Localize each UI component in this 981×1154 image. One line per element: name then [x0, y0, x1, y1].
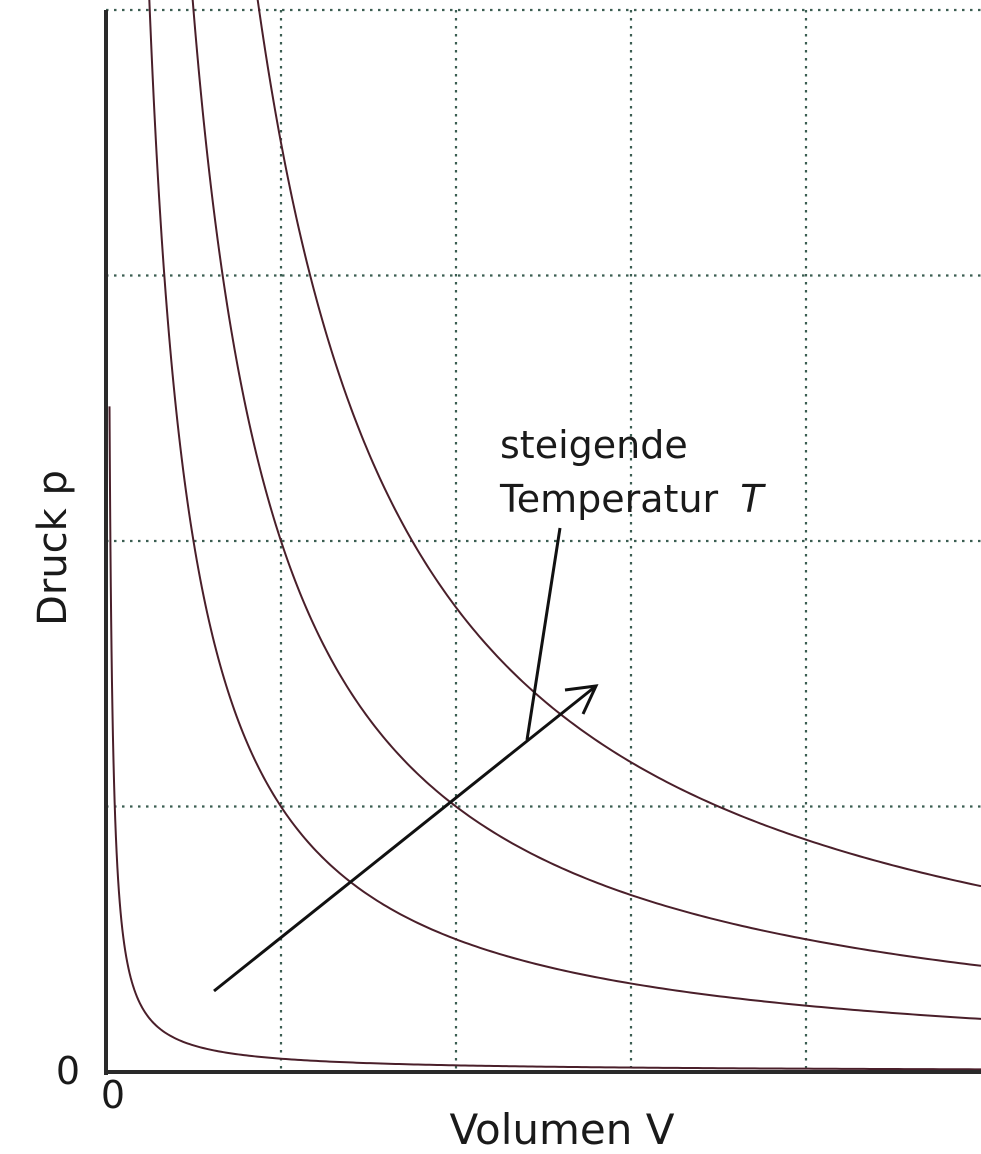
temperature-arrow-head — [564, 684, 599, 715]
isotherm-curve-4 — [256, 0, 981, 888]
x-axis-label: Volumen V — [450, 1105, 675, 1154]
annotation-line-2: Temperatur T — [499, 477, 766, 521]
temperature-symbol: T — [740, 477, 766, 521]
annotation-line-1: steigende — [500, 423, 688, 467]
annotation-word: Temperatur — [499, 477, 719, 521]
x-tick-label-0: 0 — [101, 1073, 125, 1117]
y-tick-label-0: 0 — [56, 1049, 80, 1093]
isotherm-curve-3 — [191, 0, 981, 967]
annotation-pointer — [525, 527, 562, 741]
isotherm-curve-2 — [148, 0, 981, 1020]
isotherm-curve-1 — [108, 406, 981, 1071]
y-axis-label: Druck p — [30, 470, 76, 626]
isotherm-curves — [108, 0, 981, 1071]
grid-lines — [106, 8, 981, 1072]
temperature-arrow — [213, 684, 597, 993]
